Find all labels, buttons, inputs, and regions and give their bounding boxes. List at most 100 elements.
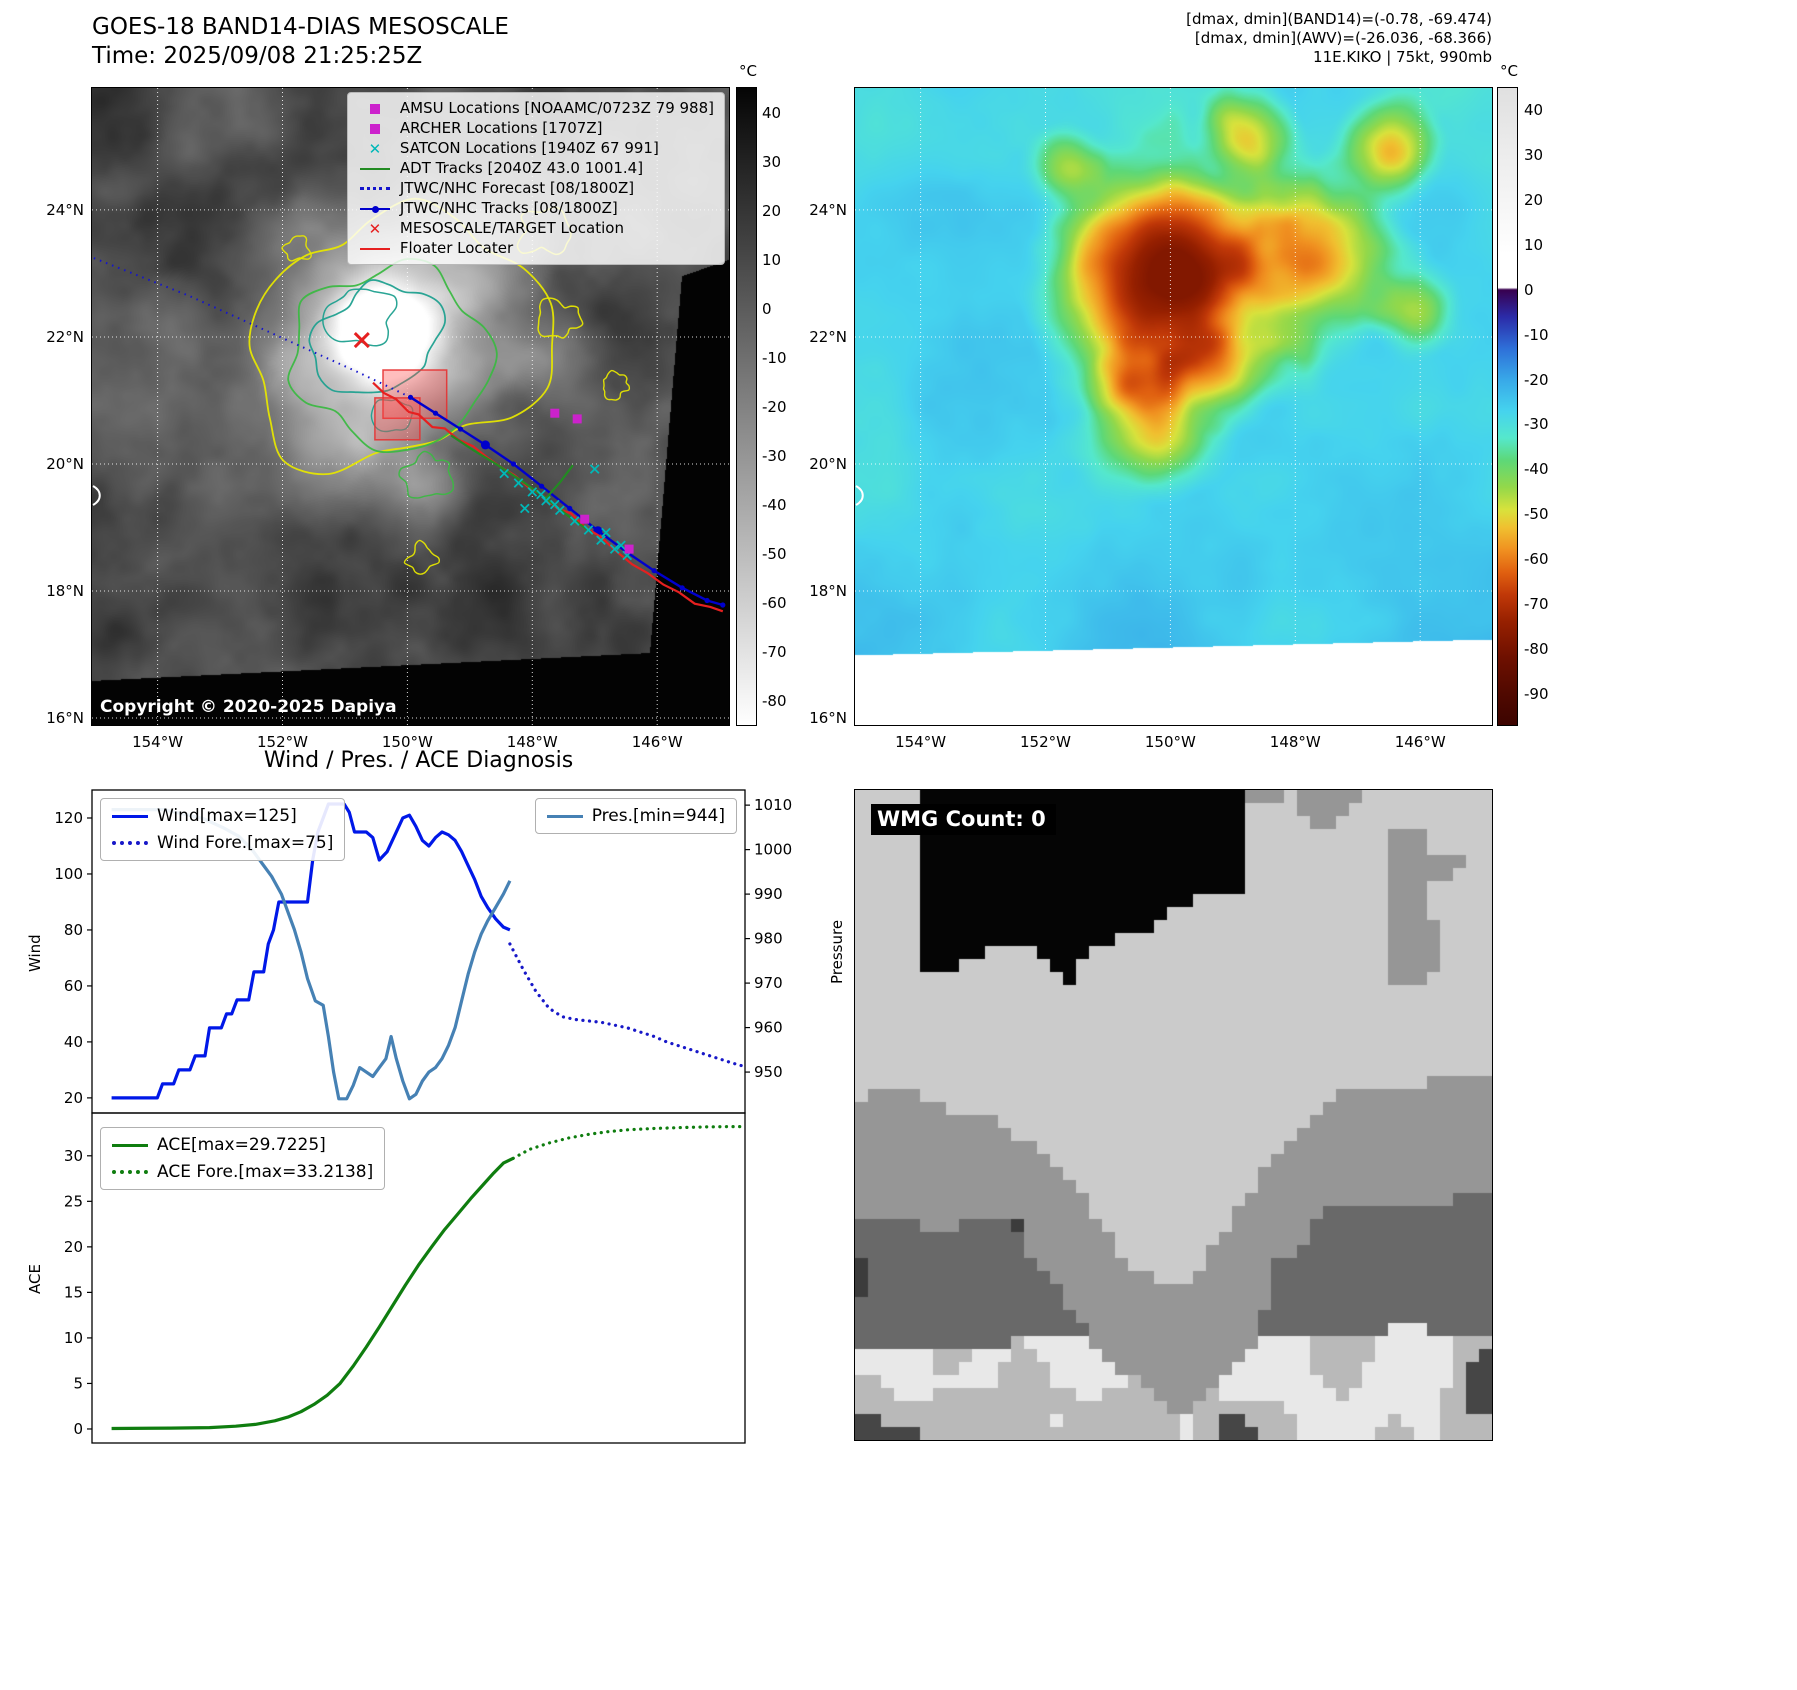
coastline-fragment [92, 485, 101, 506]
pressure-tick-label: 1000 [754, 841, 792, 859]
colorbar-tick-label: 20 [1524, 191, 1544, 210]
floater-line-icon [358, 242, 392, 256]
colorbar-tick-label: 40 [762, 103, 782, 122]
satcon-marker-icon [541, 495, 551, 506]
x-tick-label: 154°W [132, 733, 184, 751]
x-tick-label: 152°W [256, 733, 308, 751]
satcon-marker-icon [513, 478, 524, 488]
annotation-storm-status: 11E.KIKO | 75kt, 990mb [1313, 48, 1492, 66]
colorbar-tick-label: 30 [762, 152, 782, 171]
colorbar-tick-label: -40 [1524, 460, 1549, 479]
satcon-marker-icon [601, 527, 611, 538]
colorbar-tick-label: 10 [762, 250, 782, 269]
annotation-band14-range: [dmax, dmin](BAND14)=(-0.78, -69.474) [1186, 10, 1492, 28]
band14-legend-item: ADT Tracks [2040Z 43.0 1001.4] [358, 160, 714, 177]
x-tick-label: 154°W [895, 733, 947, 751]
band14-legend-item: AMSU Locations [NOAAMC/0723Z 79 988] [358, 100, 714, 117]
satcon-x-icon: ✕ [368, 139, 382, 158]
page-time: Time: 2025/09/08 21:25:25Z [92, 43, 423, 69]
x-tick-label: 150°W [381, 733, 433, 751]
band14-legend-item: JTWC/NHC Forecast [08/1800Z] [358, 180, 714, 197]
adt-track [450, 434, 593, 534]
pressure-tick-label: 1010 [754, 796, 792, 814]
wind-tick-label: 100 [54, 865, 83, 883]
y-tick-label: 20°N [46, 454, 84, 473]
band14-legend-label: JTWC/NHC Forecast [08/1800Z] [399, 179, 635, 197]
convection-contour [537, 297, 584, 339]
y-tick-label: 18°N [46, 581, 84, 600]
series-ACE Fore.[max=33.2138] [511, 1125, 744, 1160]
legend-item-ace: ACE[max=29.7225] [112, 1135, 373, 1155]
wind-tick-label: 40 [64, 1033, 83, 1051]
colorbar-tick-label: -40 [762, 495, 787, 514]
legend-item-ace-forecast: ACE Fore.[max=33.2138] [112, 1162, 373, 1182]
jtwc-track-point [510, 461, 517, 467]
wmg-count-label: WMG Count: 0 [871, 804, 1056, 835]
band14-legend: AMSU Locations [NOAAMC/0723Z 79 988] ARCH… [346, 92, 725, 265]
pressure-axis-label: Pressure [828, 919, 846, 984]
colorbar-tick-label: -70 [762, 642, 787, 661]
awv-map-panel [854, 87, 1493, 726]
x-tick-label: 146°W [1394, 733, 1446, 751]
satcon-marker-icon [583, 525, 594, 535]
band14-colorbar [736, 87, 757, 726]
satcon-marker-icon [569, 516, 580, 526]
convection-contour [322, 288, 398, 347]
amsu-archer-marker-icon [624, 544, 634, 554]
wind-line-icon [112, 814, 148, 818]
colorbar-tick-label: -20 [762, 397, 787, 416]
band14-legend-item: JTWC/NHC Tracks [08/1800Z] [358, 200, 714, 217]
stats-annotation-block: [dmax, dmin](BAND14)=(-0.78, -69.474) [d… [1092, 10, 1492, 67]
mesoscale-target-marker-icon [353, 332, 370, 349]
convection-contour [370, 399, 414, 433]
pressure-tick-label: 960 [754, 1019, 783, 1037]
series-ACE[max=29.7225] [111, 1156, 514, 1431]
adt-track-spur [545, 464, 574, 500]
wmg-image [855, 790, 1492, 1440]
pressure-tick-label: 990 [754, 885, 783, 903]
legend-item-wind-forecast: Wind Fore.[max=75] [112, 833, 333, 853]
colorbar-tick-label: 10 [1524, 236, 1544, 254]
y-tick-label: 22°N [46, 327, 84, 346]
satcon-marker-icon [596, 535, 606, 546]
colorbar-tick-label: 0 [1524, 280, 1534, 299]
colorbar-tick-label: 0 [762, 299, 772, 318]
colorbar-tick-label: -80 [762, 691, 787, 710]
wind-tick-label: 20 [64, 1089, 83, 1107]
jtwc-track-line-icon [358, 202, 392, 216]
x-tick-label: 152°W [1019, 733, 1071, 751]
diagnosis-title: Wind / Pres. / ACE Diagnosis [263, 748, 574, 773]
jtwc-forecast-track [92, 256, 411, 399]
ace-tick-label: 0 [73, 1420, 83, 1438]
y-tick-label: 24°N [809, 200, 847, 219]
awv-satellite-image [855, 88, 1492, 725]
band14-legend-label: ADT Tracks [2040Z 43.0 1001.4] [399, 159, 644, 177]
satcon-marker-icon [519, 503, 530, 514]
target-x-icon: ✕ [368, 219, 382, 238]
convection-contour [281, 235, 312, 262]
legend-label-ace: ACE[max=29.7225] [157, 1135, 326, 1155]
pressure-tick-label: 980 [754, 930, 783, 948]
ace-line-icon [112, 1143, 148, 1147]
band14-legend-item: ARCHER Locations [1707Z] [358, 120, 714, 137]
ace-axis-label: ACE [26, 1264, 44, 1294]
series-Wind Fore.[max=75] [508, 942, 744, 1068]
convection-contour [403, 539, 440, 575]
band14-legend-label: MESOSCALE/TARGET Location [399, 219, 624, 237]
wind-axis-label: Wind [26, 934, 44, 972]
diagnosis-charts: 20 40 60 80 100 120 950 960 970 980 990 1000 1010 0 5 1… [20, 752, 820, 1452]
legend-item-pressure: Pres.[min=944] [546, 806, 725, 826]
awv-overlay [855, 88, 1492, 725]
wind-tick-label: 80 [64, 921, 83, 939]
ace-plot-border [91, 1112, 746, 1444]
colorbar-tick-label: -50 [762, 544, 787, 563]
jtwc-track-point [704, 597, 710, 604]
y-tick-label: 18°N [809, 581, 847, 600]
legend-item-wind: Wind[max=125] [112, 806, 333, 826]
y-tick-label: 16°N [46, 709, 84, 727]
y-tick-label: 22°N [809, 327, 847, 346]
jtwc-track-point [720, 602, 726, 608]
satcon-marker-icon [536, 489, 546, 500]
ace-tick-label: 5 [73, 1374, 83, 1392]
jtwc-forecast-dotted-icon [358, 182, 392, 196]
